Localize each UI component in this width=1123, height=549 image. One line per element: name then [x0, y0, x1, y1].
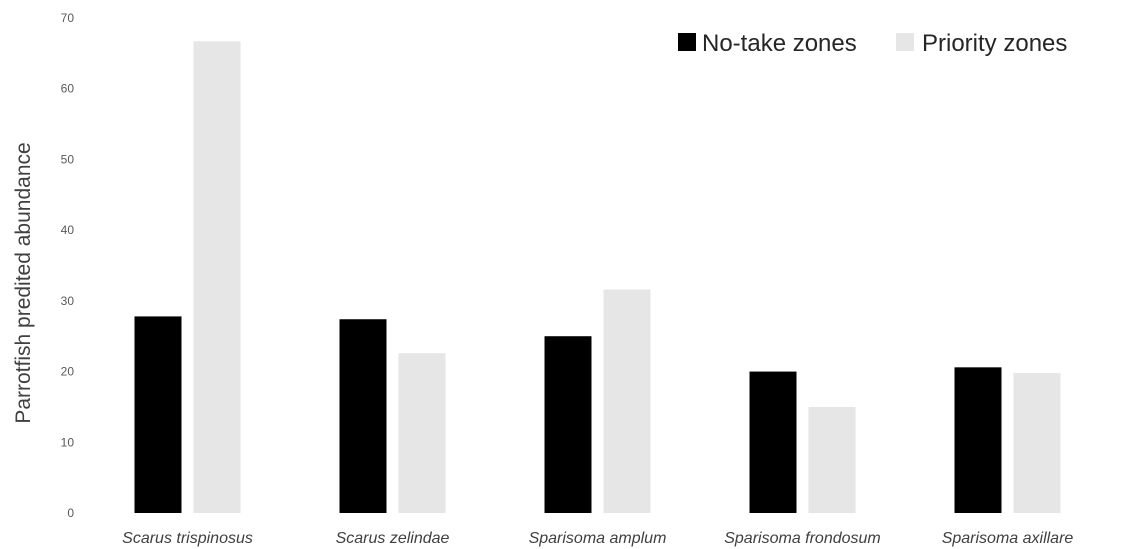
bar-no-take	[134, 316, 182, 513]
legend-swatch-priority	[896, 33, 914, 51]
y-tick-label: 40	[61, 223, 75, 237]
legend-label-priority: Priority zones	[922, 30, 1067, 57]
bar-priority	[193, 41, 241, 513]
bar-priority	[603, 289, 651, 513]
legend: No-take zones Priority zones	[678, 30, 1067, 57]
legend-label-no-take: No-take zones	[702, 30, 857, 57]
bar-no-take	[749, 371, 797, 513]
y-axis-ticks: 0 10 20 30 40 50 60 70	[61, 11, 75, 520]
y-axis-title: Parrotfish predited abundance	[12, 142, 35, 423]
y-tick-label: 10	[61, 435, 75, 449]
x-category-label: Sparisoma amplum	[529, 530, 667, 547]
y-tick-label: 50	[61, 152, 75, 166]
x-category-label: Scarus trispinosus	[122, 530, 253, 547]
bar-no-take	[544, 336, 592, 513]
y-tick-label: 0	[67, 506, 74, 520]
y-tick-label: 30	[61, 294, 75, 308]
y-tick-label: 20	[61, 365, 75, 379]
x-category-label: Sparisoma axillare	[942, 530, 1074, 547]
bar-priority	[398, 353, 446, 513]
bar-priority	[808, 406, 856, 513]
y-tick-label: 60	[61, 82, 75, 96]
bar-priority	[1013, 372, 1061, 513]
x-category-label: Scarus zelindae	[336, 530, 450, 547]
bar-no-take	[954, 367, 1002, 513]
x-axis-labels: Scarus trispinosus Scarus zelindae Spariso…	[122, 530, 1073, 547]
x-category-label: Sparisoma frondosum	[724, 530, 881, 547]
bar-no-take	[339, 319, 387, 513]
bars	[134, 41, 1061, 513]
legend-swatch-no-take	[678, 33, 696, 51]
y-tick-label: 70	[61, 11, 75, 25]
